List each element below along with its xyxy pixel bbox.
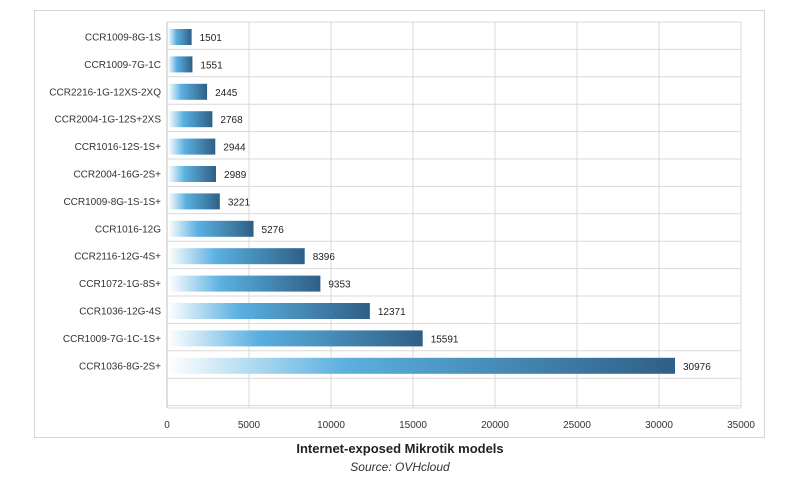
bar [168,111,213,128]
chart-caption-source: Source: OVHcloud [350,460,450,474]
bar-chart: 0 5000 10000 15000 20000 25000 30000 35000 CCR10… [49,21,755,432]
data-label: 5276 [262,225,285,236]
bar [168,138,216,155]
category-label: CCR2216-1G-12XS-2XQ [49,87,161,98]
category-label: CCR1036-12G-4S [79,307,161,318]
bar [168,248,305,265]
bars [168,29,676,374]
bar [168,56,193,73]
bar [168,330,423,347]
category-label: CCR1009-7G-1C [84,60,161,71]
x-tick-label: 5000 [238,420,261,431]
data-label: 9353 [328,280,351,291]
category-label: CCR1009-8G-1S-1S+ [63,197,161,208]
category-label: CCR1009-8G-1S [85,33,161,44]
bar [168,166,217,182]
data-label: 15591 [431,334,459,345]
bar [168,275,321,292]
category-label: CCR1009-7G-1C-1S+ [63,334,161,345]
bar [168,357,676,374]
data-label: 8396 [313,252,336,263]
bar [168,29,192,45]
bar [168,193,220,210]
data-label: 12371 [378,307,406,318]
category-label: CCR1016-12G [95,224,161,235]
x-tick-label: 0 [164,420,170,431]
category-label: CCR1036-8G-2S+ [79,361,161,372]
data-label: 2445 [215,88,238,99]
x-tick-label: 30000 [645,420,673,431]
data-label: 2768 [220,115,243,126]
data-label: 1501 [200,33,223,44]
gridlines [166,21,742,409]
bar [168,220,254,237]
x-tick-label: 10000 [317,420,345,431]
data-label: 1551 [200,60,223,71]
x-tick-label: 35000 [727,420,755,431]
category-label: CCR1016-12S-1S+ [75,142,162,153]
data-label: 2944 [223,143,246,154]
data-label: 2989 [224,170,247,181]
chart-caption-title: Internet-exposed Mikrotik models [296,441,504,456]
labels: 0 5000 10000 15000 20000 25000 30000 35000 CCR10… [49,33,755,432]
category-label: CCR2116-12G-4S+ [74,252,161,263]
bar [168,83,208,100]
category-label: CCR2004-1G-12S+2XS [55,115,162,126]
bar [168,303,370,319]
category-label: CCR2004-16G-2S+ [73,170,161,181]
x-tick-label: 20000 [481,420,509,431]
x-tick-label: 15000 [399,420,427,431]
category-label: CCR1072-1G-8S+ [79,279,161,290]
x-tick-label: 25000 [563,420,591,431]
data-label: 30976 [683,362,711,373]
data-label: 3221 [228,197,251,208]
